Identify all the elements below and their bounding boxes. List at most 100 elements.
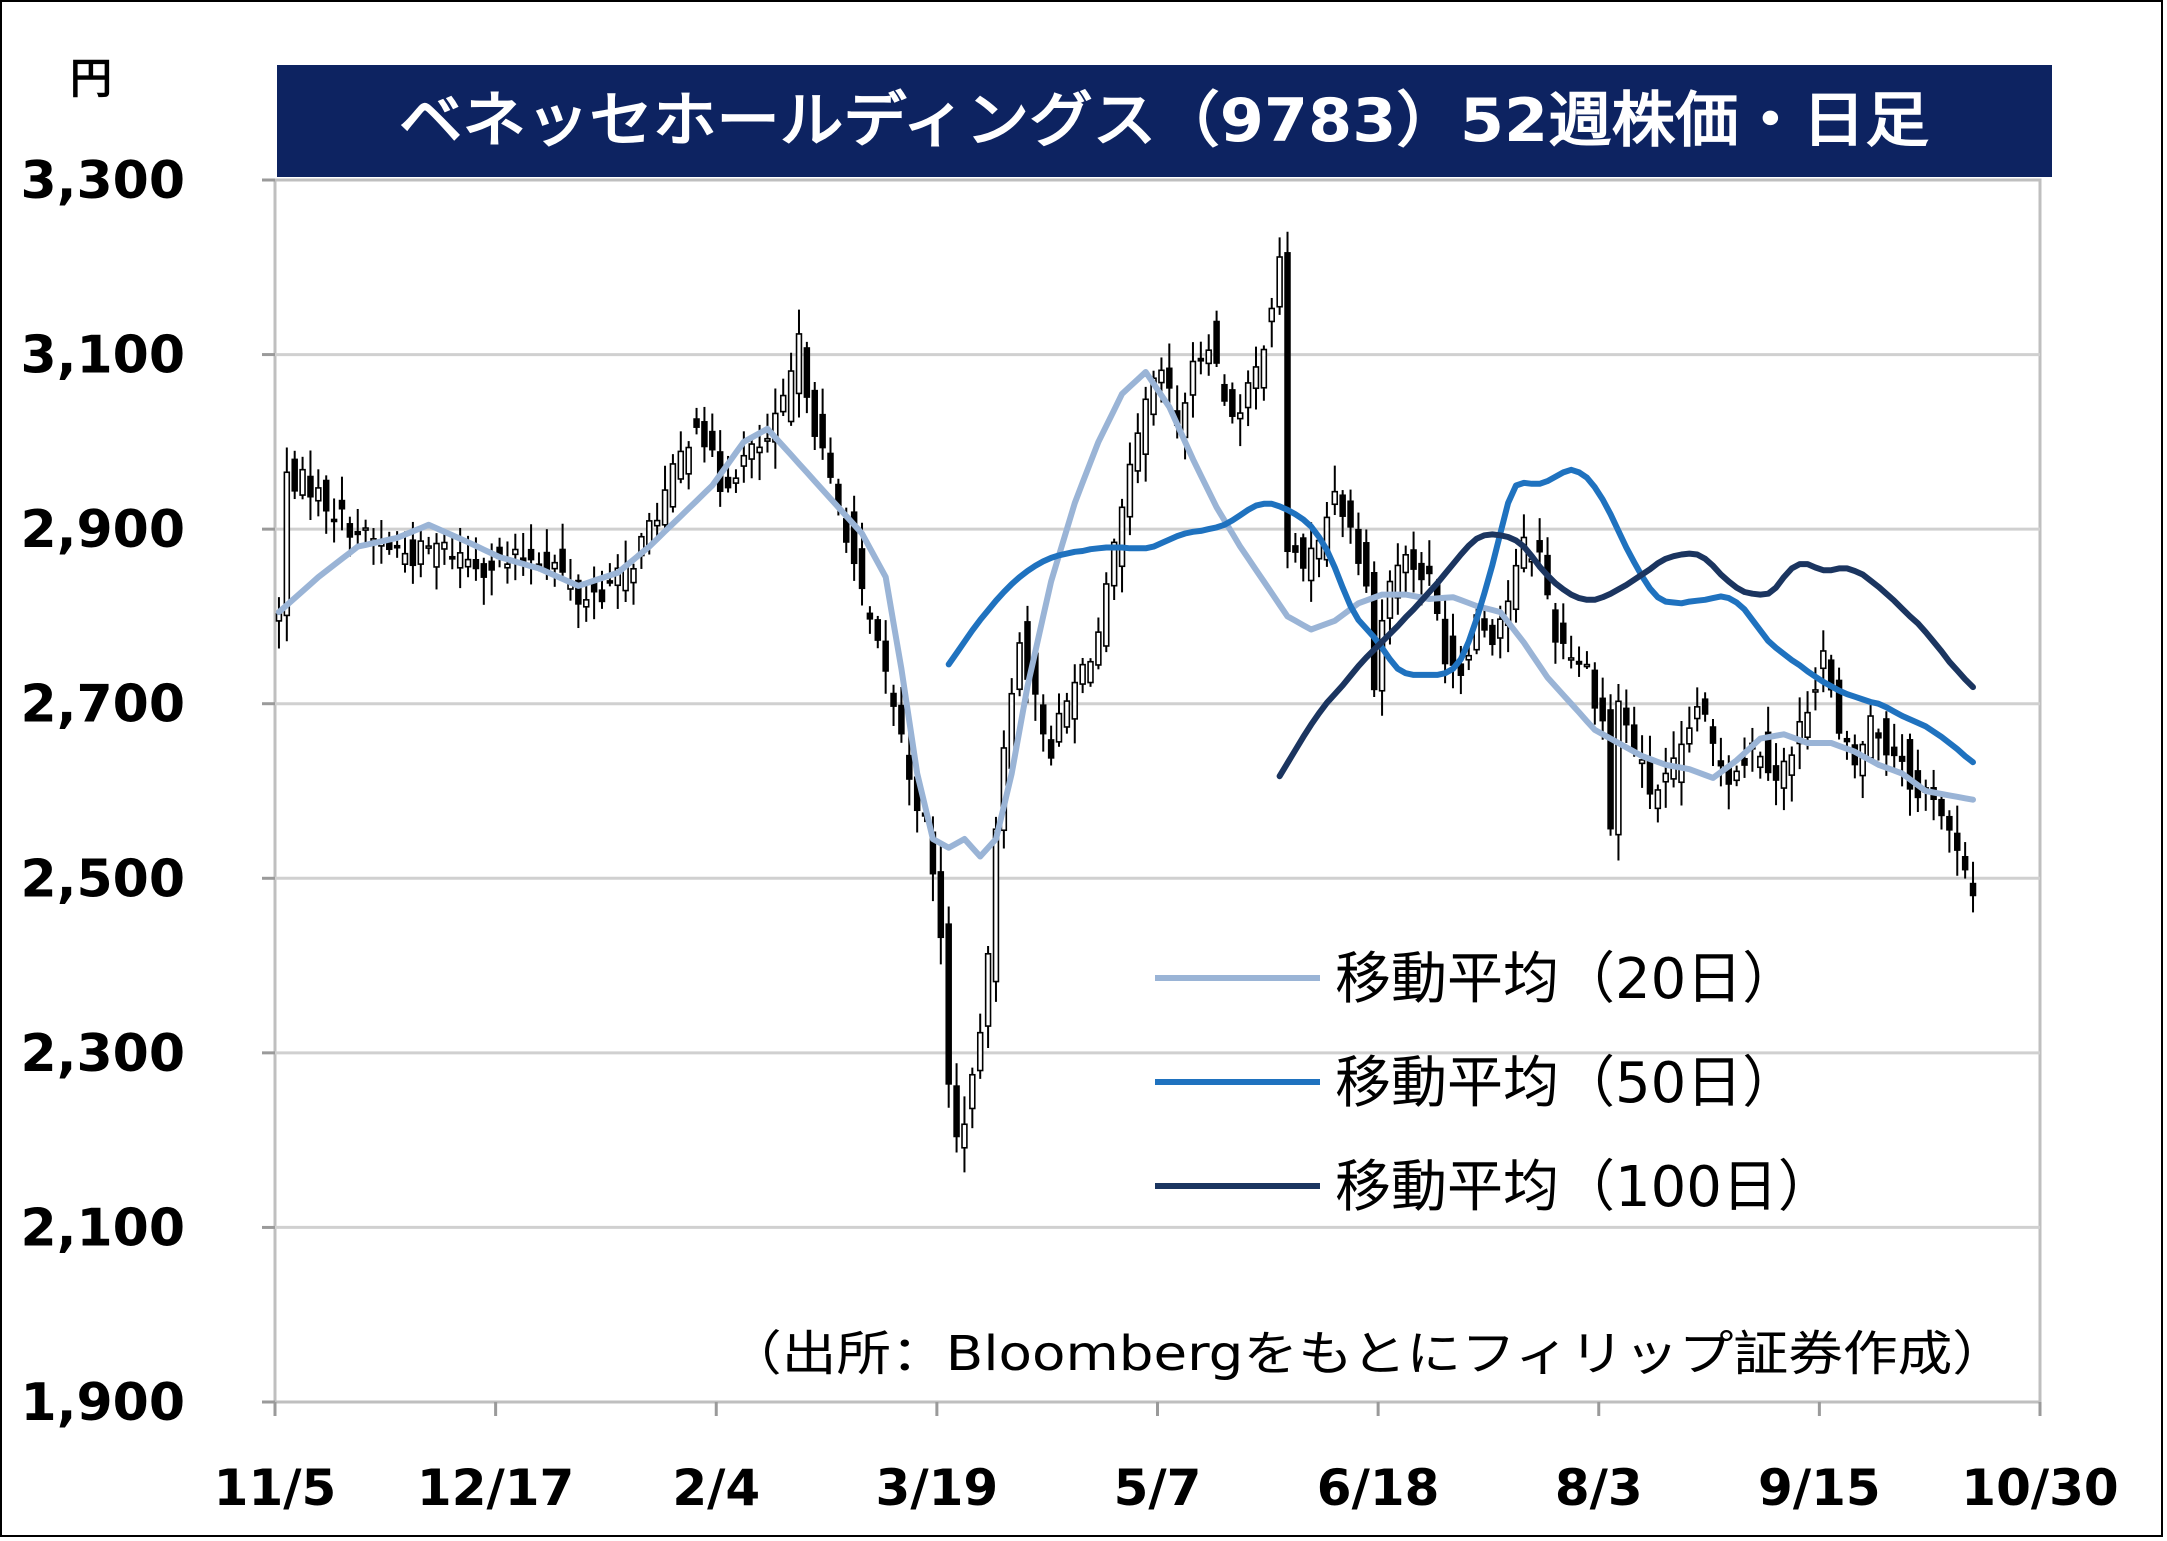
candle-body [480,563,488,578]
candle-body [1772,765,1780,781]
candle-body [1757,755,1764,769]
candle-body [488,560,495,571]
candle-body [1465,654,1472,661]
candle-body [1347,500,1354,528]
candle-body [945,923,952,1085]
candle-body [449,555,456,560]
y-tick-label: 2,100 [21,1198,185,1258]
candle-body [1205,349,1212,365]
candle-body [401,552,409,565]
candle-body [1615,700,1622,836]
candle-body [1497,618,1504,639]
candle-body [669,463,677,508]
candle-body [1764,731,1772,774]
candle-body [1229,389,1236,417]
candle-body [1040,704,1047,735]
title-banner [277,65,2052,177]
candle-body [1276,256,1283,308]
candle-body [1213,320,1220,364]
ma100-line [1276,531,1976,780]
candle-body [1307,547,1315,582]
candle-body [976,1031,984,1072]
candle-body [1686,727,1693,745]
candle-body [1662,772,1669,783]
candle-body [575,579,582,605]
candle-body [1047,739,1055,759]
x-tick-label: 3/19 [876,1459,999,1517]
candle-body [1126,463,1134,518]
y-tick-label: 2,300 [21,1024,185,1084]
candle-body [1560,622,1567,644]
y-tick-label: 3,300 [21,151,185,211]
candle-body [1236,412,1244,420]
candle-body [1630,724,1638,751]
candle-body [1221,383,1228,402]
candle-body [582,599,590,608]
candle-body [1969,882,1977,897]
candle-body [1142,398,1149,455]
candle-body [1481,618,1488,631]
candle-body [598,589,606,603]
candle-body [393,544,401,549]
x-tick-label: 6/18 [1317,1459,1440,1517]
candle-body [1150,377,1157,416]
candle-body [1339,494,1346,517]
candle-body [1701,698,1709,715]
candle-body [512,548,519,556]
candle-body [1071,681,1079,720]
candle-body [299,468,306,496]
candle-body [346,523,354,538]
candle-body [1875,732,1882,739]
x-tick-label: 8/3 [1555,1459,1643,1517]
candle-body [1134,432,1142,472]
x-tick-label: 11/5 [214,1459,337,1517]
candle-body [409,539,417,567]
candle-body [1512,564,1520,611]
candle-body [1883,718,1890,756]
candle-body [1363,542,1370,587]
candle-body [937,871,945,939]
candle-body [866,612,874,620]
candle-body [677,450,685,480]
candle-body [283,471,291,617]
legend-label-ma100: 移動平均（100日） [1335,1155,1834,1220]
candle-body [456,552,464,569]
candle-body [1158,369,1165,384]
candle-body [858,548,866,590]
candle-body [1095,631,1102,666]
candle-body [1394,564,1402,599]
candle-body [1709,726,1717,744]
candle-body [906,754,913,780]
candle-body [1244,382,1252,409]
candle-body [1418,562,1425,581]
candle-body [1110,541,1118,587]
candle-body [898,704,905,735]
gridlines [275,353,2040,1229]
candle-body [827,452,834,478]
ma20-line [275,369,1976,860]
candle-body [1946,815,1953,831]
candle-body [1812,689,1819,693]
candle-body [1268,307,1275,323]
candle-body [441,541,448,550]
candle-body [724,476,732,489]
legend-label-ma20: 移動平均（20日） [1335,947,1798,1012]
candle-body [1898,755,1906,762]
candle-body [1906,739,1914,790]
candle-body [1623,707,1630,726]
candle-body [1599,697,1606,722]
candle-body [1607,709,1614,830]
candle-body [1055,712,1063,743]
candle-body [322,479,330,512]
candle-body [1741,757,1748,766]
candle-body [1938,798,1945,817]
candle-body [1890,746,1898,757]
candle-body [1843,737,1851,743]
candle-body [504,563,511,569]
candle-body [756,446,763,454]
candle-body [527,548,535,561]
candle-body [969,1073,976,1110]
x-tick-label: 12/17 [417,1459,574,1517]
candle-body [315,487,322,502]
